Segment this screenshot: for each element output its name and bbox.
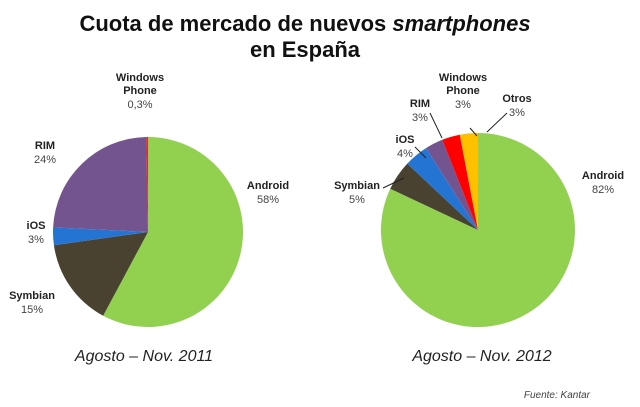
- pie-slice-windows-phone-2012: [442, 134, 478, 230]
- pie-slice-android-2011: [103, 137, 244, 327]
- slice-label-windows-phone-2012-line2: Phone: [446, 85, 480, 97]
- slice-value-windows-phone-2012: 3%: [455, 99, 471, 111]
- chart-title-part1: Cuota de mercado de nuevos: [79, 11, 392, 36]
- slice-label-windows-phone-2012-line1: Windows: [439, 72, 487, 84]
- leader-line-rim-2012: [429, 112, 443, 139]
- leader-line-otros-2012: [486, 112, 508, 133]
- pie-slice-symbian-2012: [390, 163, 478, 230]
- slice-value-android-2012: 82%: [592, 184, 614, 196]
- slice-label-rim-2012: RIM: [410, 98, 430, 110]
- slice-label-symbian-2012: Symbian: [334, 180, 380, 192]
- chart-title-emphasis: smartphones: [392, 11, 530, 36]
- leader-line-windows-phone-2012: [469, 127, 478, 137]
- slice-label-rim-2011: RIM: [35, 140, 55, 152]
- slice-value-symbian-2011: 15%: [21, 304, 43, 316]
- slice-label-windows-phone-2011-line1: Windows: [116, 72, 164, 84]
- slice-label-otros-2012: Otros: [502, 93, 531, 105]
- slice-value-android-2011: 58%: [257, 194, 279, 206]
- slice-label-ios-2011: iOS: [27, 220, 46, 232]
- slice-label-ios-2012: iOS: [396, 134, 415, 146]
- pie-slice-otros-2012: [459, 133, 478, 230]
- slice-label-android-2012: Android: [582, 170, 624, 182]
- pie-slice-rim-2012: [426, 139, 478, 230]
- slice-label-symbian-2011: Symbian: [9, 290, 55, 302]
- slice-value-symbian-2012: 5%: [349, 194, 365, 206]
- slice-value-ios-2012: 4%: [397, 148, 413, 160]
- slice-value-windows-phone-2011: 0,3%: [127, 99, 152, 111]
- leader-line-symbian-2012: [382, 177, 405, 189]
- pie-slice-android-2012: [380, 133, 575, 327]
- chart-title-line1: Cuota de mercado de nuevos smartphones: [79, 11, 530, 36]
- leader-line-ios-2012: [414, 146, 427, 159]
- slice-value-rim-2011: 24%: [34, 154, 56, 166]
- pie-slice-ios-2012: [407, 148, 478, 230]
- pie-slice-ios-2011: [52, 227, 148, 246]
- slice-value-rim-2012: 3%: [412, 112, 428, 124]
- pie-slice-rim-2011: [53, 137, 148, 232]
- pie-chart-2012: Android 82% Symbian 5% iOS 4% RIM 3% WindowsPhon…: [334, 72, 624, 327]
- pie-slice-windows-phone-2011: [146, 137, 148, 232]
- pie-slice-symbian-2011: [53, 232, 148, 316]
- pie-caption-2012: Agosto – Nov. 2012: [411, 348, 551, 365]
- pie-caption-2011: Agosto – Nov. 2011: [74, 348, 213, 365]
- slice-value-ios-2011: 3%: [28, 234, 44, 246]
- pie-chart-2011: Android 58% Symbian 15% iOS 3% RIM 24% WindowsPh…: [9, 72, 289, 327]
- slice-label-windows-phone-2011-line2: Phone: [123, 85, 157, 97]
- chart-title-line2: en España: [250, 37, 361, 62]
- slice-label-android-2011: Android: [247, 180, 289, 192]
- slice-value-otros-2012: 3%: [509, 107, 525, 119]
- source-note: Fuente: Kantar: [524, 390, 591, 401]
